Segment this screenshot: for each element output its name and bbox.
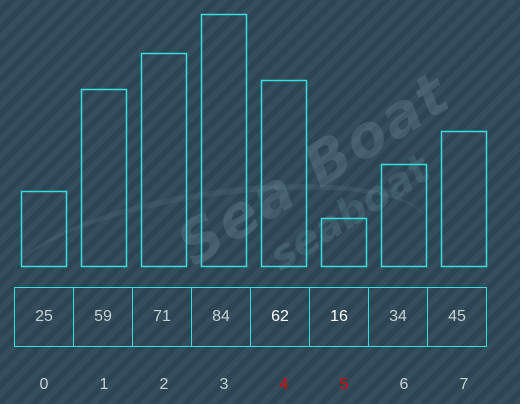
array-cell: 16 bbox=[309, 287, 369, 347]
array-indices: 0 1 2 3 4 5 6 7 bbox=[14, 370, 494, 400]
array-cell: 34 bbox=[368, 287, 428, 347]
value-bar bbox=[140, 52, 188, 268]
array-index: 1 bbox=[99, 376, 109, 393]
value-bar bbox=[380, 163, 428, 268]
array-cell: 59 bbox=[73, 287, 133, 347]
array-index: 2 bbox=[159, 376, 169, 393]
value-bar bbox=[260, 79, 308, 268]
array-index: 3 bbox=[219, 376, 229, 393]
value-bar bbox=[80, 88, 128, 268]
array-cells: 25 59 71 84 62 16 34 45 bbox=[14, 287, 494, 347]
array-cell: 62 bbox=[250, 287, 310, 347]
array-index: 5 bbox=[339, 376, 349, 393]
value-bar bbox=[20, 190, 68, 268]
value-bar bbox=[440, 130, 488, 268]
array-index: 4 bbox=[279, 376, 289, 393]
bar-chart bbox=[20, 13, 488, 268]
array-cell: 45 bbox=[427, 287, 487, 347]
value-bar bbox=[200, 13, 248, 268]
value-bar bbox=[320, 217, 368, 268]
array-index: 6 bbox=[399, 376, 409, 393]
array-cell: 84 bbox=[191, 287, 251, 347]
array-cell: 71 bbox=[132, 287, 192, 347]
array-index: 0 bbox=[39, 376, 49, 393]
array-cell: 25 bbox=[14, 287, 74, 347]
array-index: 7 bbox=[459, 376, 469, 393]
